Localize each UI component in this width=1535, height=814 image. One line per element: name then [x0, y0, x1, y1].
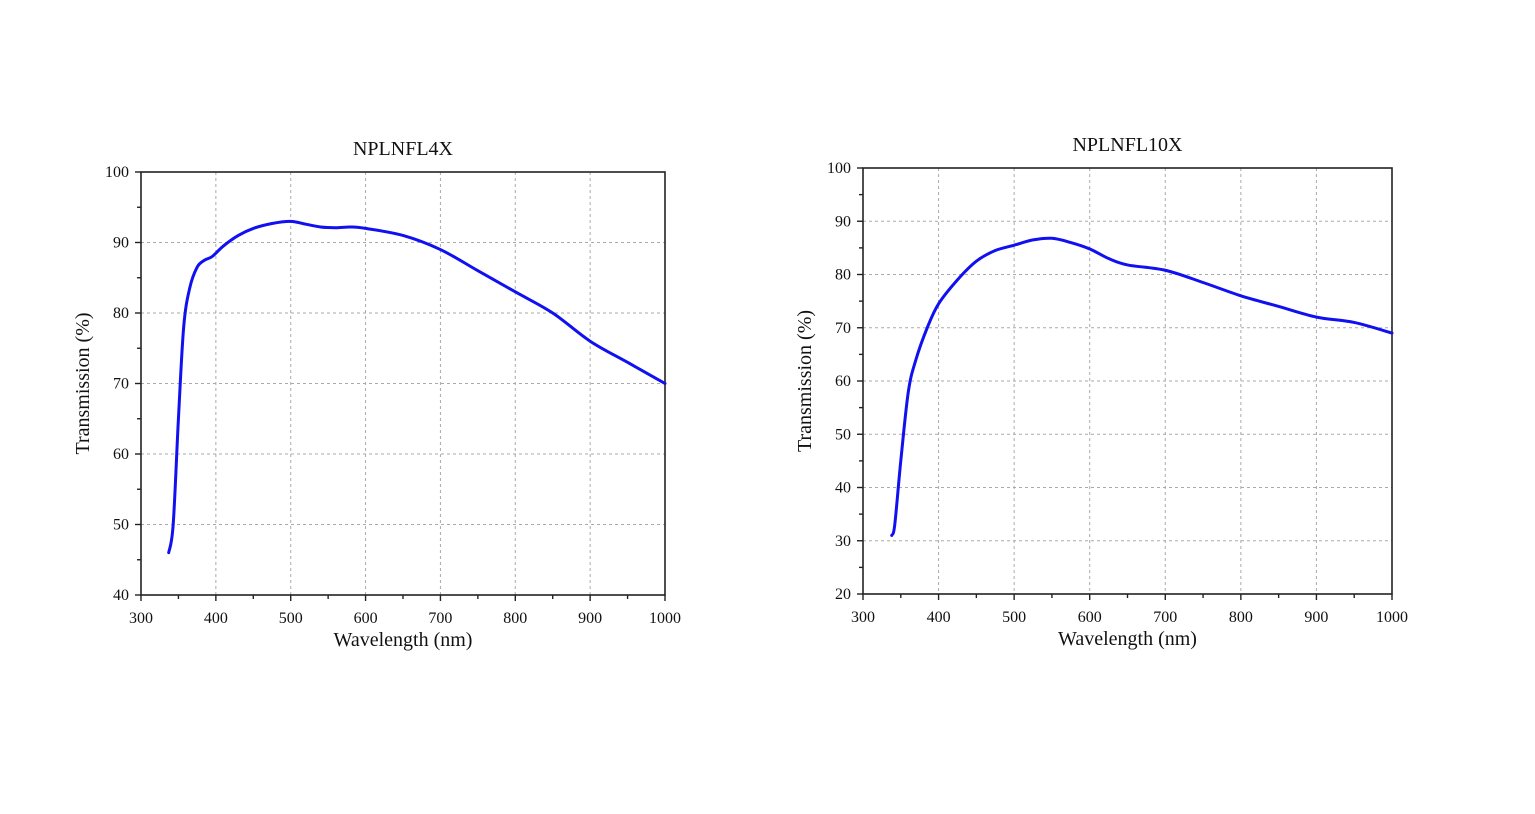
y-tick-label: 50 [835, 426, 851, 443]
chart-title: NPLNFL4X [353, 138, 454, 160]
x-tick-label: 500 [1002, 609, 1026, 626]
transmission-series-line [890, 236, 1394, 537]
y-tick-label: 100 [827, 160, 851, 177]
x-tick-label: 700 [1153, 609, 1177, 626]
x-tick-label: 1000 [1376, 609, 1408, 626]
y-tick-label: 90 [835, 213, 851, 230]
y-tick-label: 80 [113, 305, 129, 322]
x-tick-label: 300 [129, 610, 153, 627]
x-tick-label: 600 [354, 610, 378, 627]
x-tick-label: 1000 [649, 610, 681, 627]
y-tick-label: 70 [835, 320, 851, 337]
x-tick-label: 400 [204, 610, 228, 627]
y-tick-label: 70 [113, 376, 129, 393]
x-tick-label: 400 [927, 609, 951, 626]
y-tick-label: 40 [835, 480, 851, 497]
y-tick-label: 90 [113, 235, 129, 252]
y-tick-label: 100 [105, 164, 129, 181]
y-tick-label: 80 [835, 267, 851, 284]
x-tick-label: 700 [428, 610, 452, 627]
y-tick-label: 40 [113, 587, 129, 604]
x-axis-label: Wavelength (nm) [334, 629, 473, 651]
y-tick-label: 50 [113, 517, 129, 534]
x-axis-label: Wavelength (nm) [1058, 628, 1197, 650]
x-tick-label: 900 [1304, 609, 1328, 626]
x-tick-label: 800 [503, 610, 527, 627]
x-tick-label: 500 [279, 610, 303, 627]
y-tick-label: 60 [835, 373, 851, 390]
x-tick-label: 800 [1229, 609, 1253, 626]
chart-2: 300 400 500 600 700 800 900 1000 20 30 40 50 60 70 80 9… [794, 134, 1408, 650]
x-tick-label: 900 [578, 610, 602, 627]
transmission-series-line [167, 219, 667, 555]
y-tick-label: 60 [113, 446, 129, 463]
x-tick-label: 300 [851, 609, 875, 626]
chart-1: 300 400 500 600 700 800 900 1000 40 50 60 70 80 90 100… [72, 138, 681, 651]
chart-title: NPLNFL10X [1072, 134, 1183, 156]
y-tick-label: 30 [835, 533, 851, 550]
y-axis-label: Transmission (%) [794, 310, 816, 452]
y-axis-label: Transmission (%) [72, 312, 94, 454]
y-tick-label: 20 [835, 586, 851, 603]
x-tick-label: 600 [1078, 609, 1102, 626]
